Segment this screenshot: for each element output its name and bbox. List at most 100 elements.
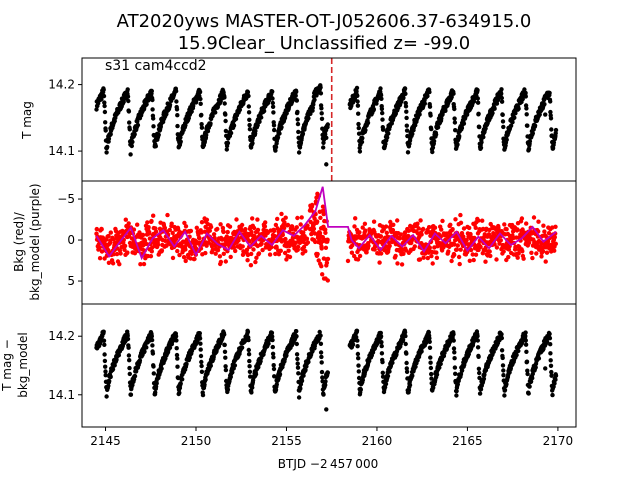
- detrended-point: [199, 347, 203, 351]
- detrended-point: [175, 365, 179, 369]
- tmag-point: [355, 94, 359, 98]
- tmag-point: [272, 123, 276, 127]
- detrended-point: [429, 372, 433, 376]
- bkg-ylabel-line1: Bkg (red)/: [12, 211, 26, 272]
- detrended-ylabel-line1: T mag −: [0, 339, 14, 392]
- tmag-point: [199, 102, 203, 106]
- detrended-point: [401, 338, 405, 342]
- bkg-point: [123, 244, 127, 248]
- detrended-point: [355, 344, 359, 348]
- detrended-point: [295, 357, 299, 361]
- detrended-point: [200, 370, 204, 374]
- detrended-point: [380, 344, 384, 348]
- detrended-point: [159, 366, 163, 370]
- detrended-point: [452, 356, 456, 360]
- bkg-point: [446, 249, 450, 253]
- bkg-point: [268, 252, 272, 256]
- detrended-point: [514, 353, 518, 357]
- detrended-point: [386, 374, 390, 378]
- tmag-point: [127, 120, 131, 124]
- detrended-point: [174, 338, 178, 342]
- detrended-point: [209, 364, 213, 368]
- tmag-point: [479, 140, 483, 144]
- tmag-point: [136, 123, 140, 127]
- tmag-point: [271, 110, 275, 114]
- tmag-point: [250, 141, 254, 145]
- bkg-point: [434, 250, 438, 254]
- bkg-point: [135, 223, 139, 227]
- bkg-point: [245, 258, 249, 262]
- tmag-point: [296, 122, 300, 126]
- detrended-point: [454, 393, 458, 397]
- detrended-point: [548, 336, 552, 340]
- bkg-point: [385, 231, 389, 235]
- tmag-point: [295, 110, 299, 114]
- tmag-point: [490, 111, 494, 115]
- tmag-point: [429, 127, 433, 131]
- tmag-point: [475, 88, 479, 92]
- detrended-point: [548, 351, 552, 355]
- tmag-point: [257, 120, 261, 124]
- detrended-y-ticks: 14.114.2: [48, 329, 82, 402]
- tmag-point: [404, 110, 408, 114]
- bkg-point: [171, 256, 175, 260]
- detrended-point: [379, 334, 383, 338]
- bkg-point: [306, 240, 310, 244]
- bkg-point: [502, 222, 506, 226]
- bkg-point: [433, 226, 437, 230]
- tmag-point: [320, 111, 324, 115]
- bkg-point: [165, 213, 169, 217]
- detrended-point: [380, 360, 384, 364]
- tmag-point: [501, 119, 505, 123]
- tmag-point: [128, 152, 132, 156]
- detrended-point: [549, 358, 553, 362]
- detrended-point: [233, 363, 237, 367]
- detrended-point: [419, 349, 423, 353]
- detrended-point: [499, 332, 503, 336]
- detrended-point: [223, 343, 227, 347]
- tmag-point: [213, 110, 217, 114]
- detrended-point: [254, 372, 258, 376]
- detrended-point: [230, 370, 234, 374]
- tmag-point: [379, 97, 383, 101]
- bkg-point: [352, 224, 356, 228]
- bkg-point: [541, 249, 545, 253]
- bkg-point: [388, 244, 392, 248]
- tmag-point: [294, 94, 298, 98]
- bkg-point: [504, 227, 508, 231]
- detrended-point: [248, 370, 252, 374]
- detrended-point: [247, 352, 251, 356]
- detrended-point: [128, 372, 132, 376]
- detrended-ylabel-line2: bkg_model: [16, 332, 30, 398]
- tmag-point: [501, 113, 505, 117]
- bkg-point: [249, 263, 253, 267]
- tmag-point: [476, 96, 480, 100]
- bkg-point: [150, 249, 154, 253]
- detrended-point: [155, 381, 159, 385]
- tmag-point: [492, 107, 496, 111]
- tmag-point: [432, 139, 436, 143]
- chart-title-line2: 15.9Clear_ Unclassified z= -99.0: [178, 33, 471, 54]
- bkg-point: [111, 261, 115, 265]
- tmag-point: [126, 94, 130, 98]
- detrended-point: [294, 334, 298, 338]
- bkg-point: [318, 216, 322, 220]
- bkg-point: [488, 249, 492, 253]
- tmag-point: [417, 112, 421, 116]
- tmag-point: [296, 130, 300, 134]
- tmag-point: [406, 150, 410, 154]
- bkg-point: [458, 213, 462, 217]
- sector-label: s31 cam4ccd2: [105, 58, 207, 74]
- tmag-point: [452, 107, 456, 111]
- bkg-point: [296, 245, 300, 249]
- bkg-point: [200, 220, 204, 224]
- bkg-point: [455, 247, 459, 251]
- x-axis-ticks: 2145 2150 2155 2160 2165 2170: [90, 427, 573, 448]
- bkg-point: [249, 252, 253, 256]
- tmag-point: [133, 132, 137, 136]
- bkg-point: [243, 227, 247, 231]
- detrended-point: [453, 372, 457, 376]
- bkg-point: [467, 226, 471, 230]
- bkg-point: [295, 225, 299, 229]
- bkg-point: [189, 229, 193, 233]
